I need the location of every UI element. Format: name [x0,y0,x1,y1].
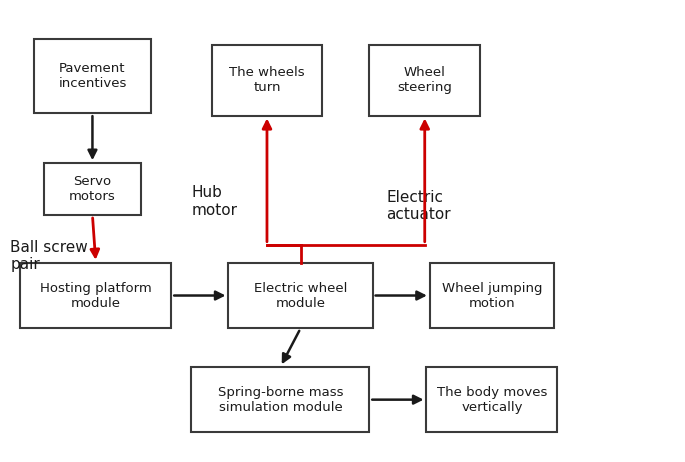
Text: Wheel
steering: Wheel steering [397,67,452,94]
Text: Electric wheel
module: Electric wheel module [254,281,347,310]
FancyBboxPatch shape [212,45,323,116]
Text: The wheels
turn: The wheels turn [229,67,305,94]
FancyBboxPatch shape [228,263,373,328]
Text: Hosting platform
module: Hosting platform module [40,281,151,310]
FancyBboxPatch shape [369,45,480,116]
Text: Hub
motor: Hub motor [191,185,238,218]
Text: Pavement
incentives: Pavement incentives [58,62,127,90]
Text: Servo
motors: Servo motors [69,175,116,203]
FancyBboxPatch shape [191,367,369,432]
FancyBboxPatch shape [34,39,151,113]
Text: The body moves
vertically: The body moves vertically [436,386,547,413]
FancyBboxPatch shape [21,263,171,328]
FancyBboxPatch shape [426,367,558,432]
Text: Spring-borne mass
simulation module: Spring-borne mass simulation module [218,386,343,413]
FancyBboxPatch shape [429,263,554,328]
FancyBboxPatch shape [44,163,141,215]
Text: Ball screw
pair: Ball screw pair [10,240,88,272]
Text: Wheel jumping
motion: Wheel jumping motion [442,281,542,310]
Text: Electric
actuator: Electric actuator [386,190,451,222]
